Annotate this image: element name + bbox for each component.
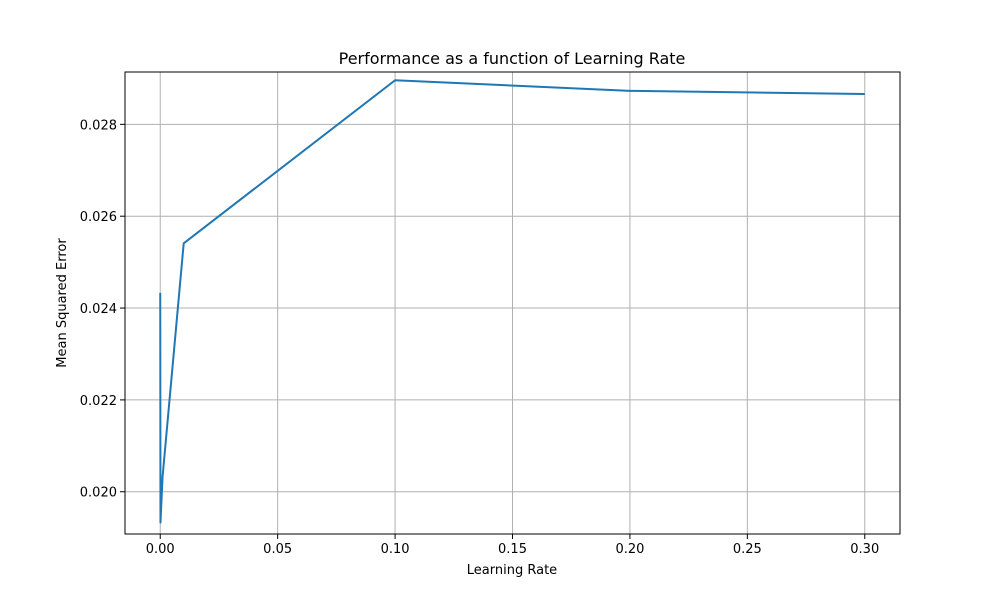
y-tick-label: 0.020 [80, 486, 117, 501]
chart-title: Performance as a function of Learning Ra… [339, 49, 686, 68]
y-tick-label: 0.026 [80, 210, 117, 225]
x-tick-label: 0.15 [498, 542, 527, 557]
x-tick-label: 0.20 [615, 542, 644, 557]
y-tick-label: 0.022 [80, 394, 117, 409]
grid [125, 72, 900, 534]
y-tick-label: 0.028 [80, 118, 117, 133]
x-tick-label: 0.00 [146, 542, 175, 557]
y-axis: 0.020 0.022 0.024 0.026 0.028 [80, 118, 125, 501]
x-axis: 0.00 0.05 0.10 0.15 0.20 0.25 0.30 [146, 534, 879, 557]
x-axis-label: Learning Rate [467, 563, 557, 578]
y-tick-label: 0.024 [80, 302, 117, 317]
x-tick-label: 0.10 [381, 542, 410, 557]
x-tick-label: 0.30 [850, 542, 879, 557]
series-line [159, 79, 865, 524]
series-layer [159, 79, 865, 524]
y-axis-label: Mean Squared Error [55, 238, 70, 368]
x-tick-label: 0.25 [733, 542, 762, 557]
x-tick-label: 0.05 [263, 542, 292, 557]
